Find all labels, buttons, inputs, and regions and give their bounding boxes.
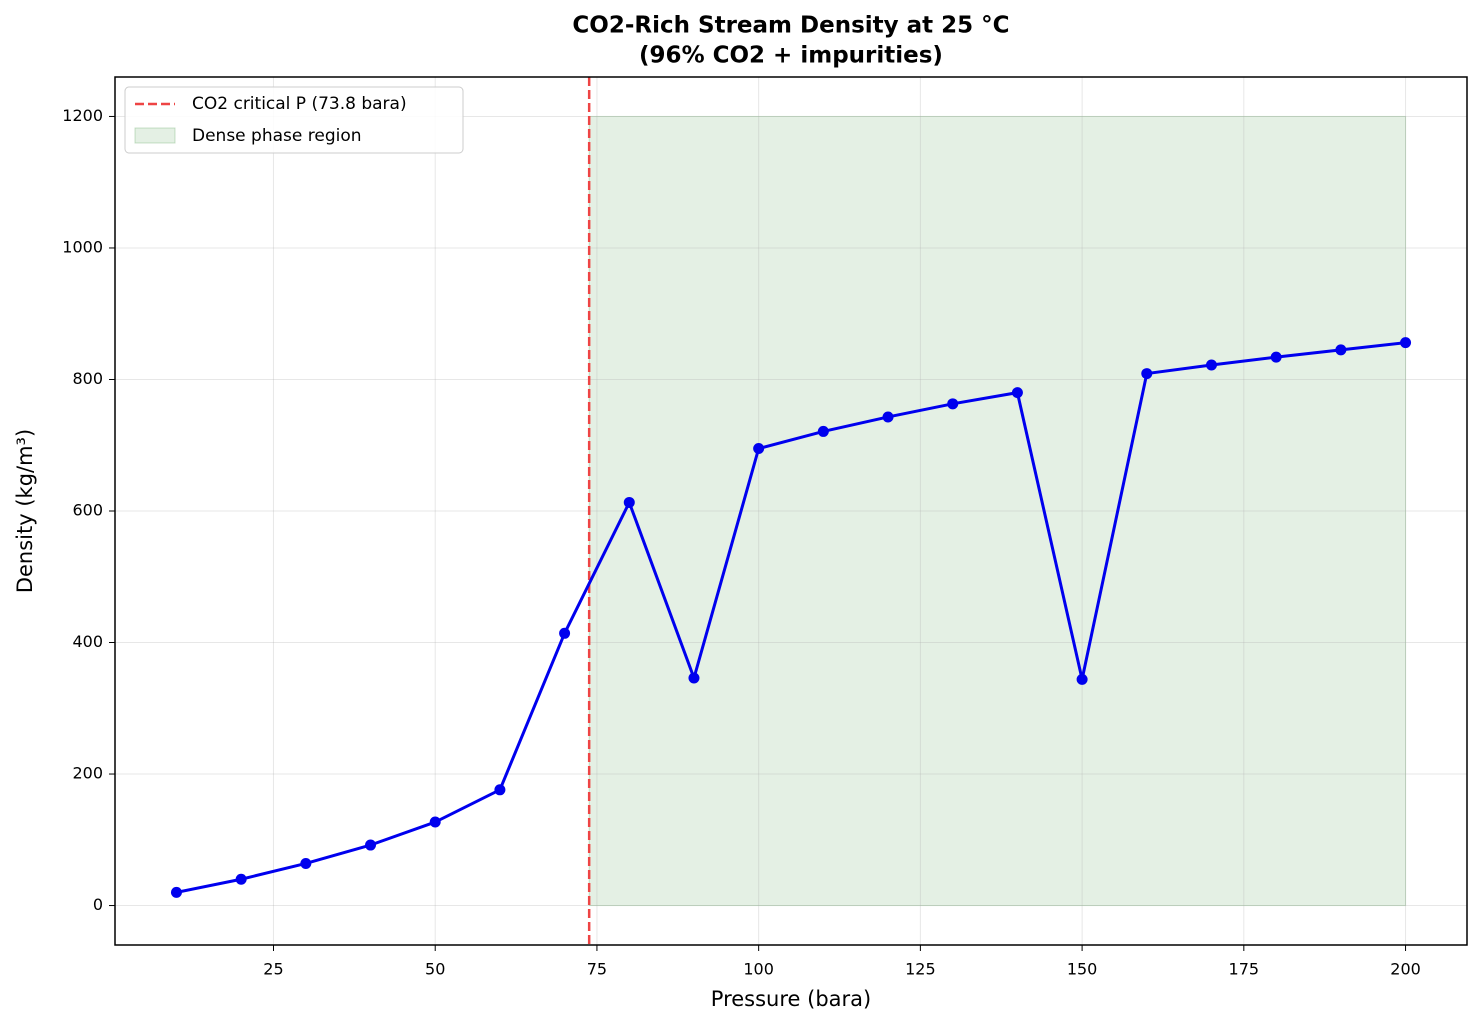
data-point xyxy=(817,425,829,437)
plot-frame xyxy=(114,76,1468,946)
data-point xyxy=(170,886,182,898)
legend-label: Dense phase region xyxy=(192,126,362,146)
x-axis-label: Pressure (bara) xyxy=(711,987,871,1011)
legend-swatch xyxy=(134,127,176,144)
data-point xyxy=(1400,337,1412,349)
dense-region xyxy=(588,115,1407,907)
data-point xyxy=(300,857,312,869)
x-tick-label: 200 xyxy=(1390,960,1421,979)
data-point xyxy=(882,411,894,423)
y-tick-label: 1000 xyxy=(62,237,103,256)
x-tick-label: 125 xyxy=(905,960,936,979)
x-tick-label: 50 xyxy=(425,960,445,979)
y-axis-label: Density (kg/m³) xyxy=(13,429,37,593)
data-point xyxy=(494,784,506,796)
chart-subtitle: (96% CO2 + impurities) xyxy=(639,43,943,69)
y-tick-label: 0 xyxy=(93,895,103,914)
y-tick-label: 800 xyxy=(72,369,103,388)
data-point xyxy=(1205,359,1217,371)
y-tick-label: 1200 xyxy=(62,106,103,125)
data-point xyxy=(1141,368,1153,380)
data-point xyxy=(947,398,959,410)
x-tick-label: 150 xyxy=(1067,960,1098,979)
data-point xyxy=(365,839,377,851)
legend-box xyxy=(124,86,464,154)
legend-label: CO2 critical P (73.8 bara) xyxy=(192,94,407,114)
x-tick-label: 175 xyxy=(1229,960,1260,979)
data-point xyxy=(1335,344,1347,356)
data-line xyxy=(176,341,1406,894)
x-tick-label: 75 xyxy=(587,960,607,979)
y-tick-label: 400 xyxy=(72,632,103,651)
data-point xyxy=(1270,351,1282,363)
data-point xyxy=(753,443,765,455)
data-point xyxy=(1011,387,1023,399)
data-point xyxy=(235,873,247,885)
x-tick-label: 25 xyxy=(263,960,283,979)
y-tick-label: 200 xyxy=(72,764,103,783)
chart-title: CO2-Rich Stream Density at 25 °C xyxy=(572,13,1009,39)
data-point xyxy=(429,816,441,828)
data-point xyxy=(623,496,635,508)
data-point xyxy=(559,627,571,639)
y-tick-label: 600 xyxy=(72,501,103,520)
data-point xyxy=(688,672,700,684)
x-tick-label: 100 xyxy=(743,960,774,979)
data-point xyxy=(1076,673,1088,685)
